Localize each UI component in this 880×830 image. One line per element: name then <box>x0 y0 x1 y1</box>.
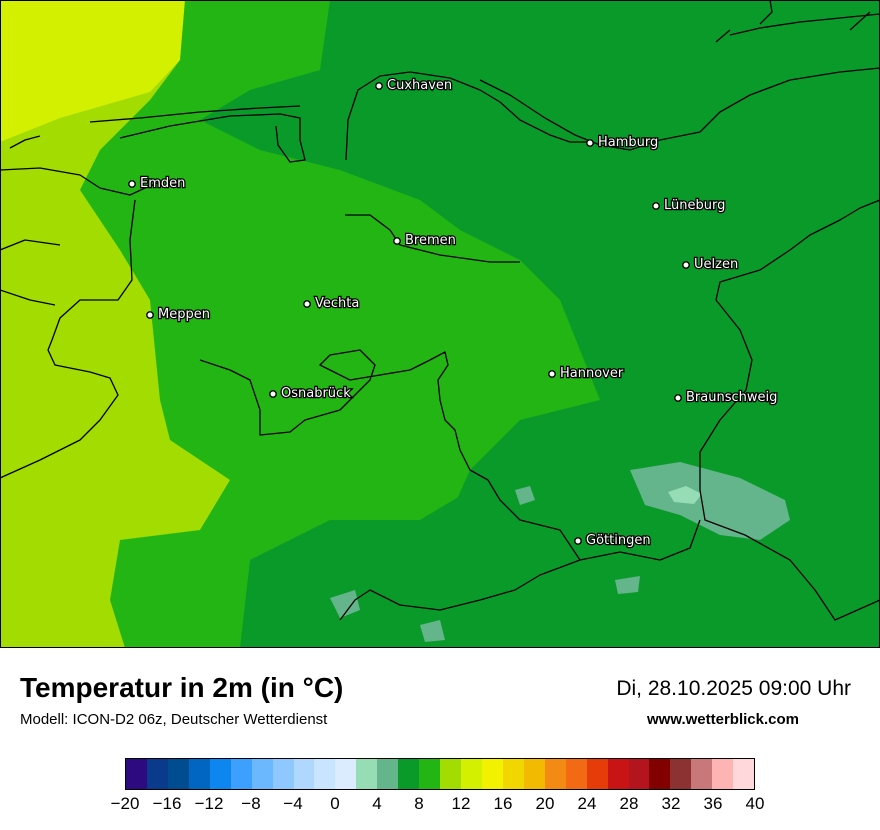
color-scale-tick: 12 <box>451 794 471 813</box>
city-marker-meppen <box>146 311 154 319</box>
color-swatch-2 <box>167 759 189 789</box>
city-label-meppen: Meppen <box>158 307 210 322</box>
city-label-lueneburg: Lüneburg <box>664 198 725 213</box>
color-swatch-26 <box>670 759 692 789</box>
color-swatch-12 <box>377 759 399 789</box>
color-scale-tick: 20 <box>535 794 555 813</box>
city-marker-osnabrueck <box>269 390 277 398</box>
city-label-cuxhaven: Cuxhaven <box>387 78 452 93</box>
color-swatch-16 <box>461 759 482 789</box>
color-scale-tick: −16 <box>152 794 182 813</box>
model-info: Modell: ICON-D2 06z, Deutscher Wetterdie… <box>20 711 328 728</box>
color-scale-tick: −4 <box>283 794 303 813</box>
color-swatch-25 <box>649 759 671 789</box>
color-swatch-10 <box>335 759 357 789</box>
city-markers: Cuxhaven Hamburg Emden Lüneburg Bremen U… <box>128 77 779 549</box>
city-marker-uelzen <box>682 261 690 269</box>
color-swatch-14 <box>419 759 441 789</box>
city-marker-hamburg <box>586 139 594 147</box>
color-scale-tick: 0 <box>330 794 340 813</box>
color-scale-tick: 24 <box>577 794 597 813</box>
color-scale-tick: 36 <box>703 794 723 813</box>
city-vechta[interactable]: Vechta <box>303 295 361 312</box>
color-scale-tick: 28 <box>619 794 639 813</box>
color-swatch-1 <box>146 759 168 789</box>
color-swatch-23 <box>607 759 629 789</box>
color-swatch-27 <box>691 759 713 789</box>
temperature-field-4-brocken <box>668 486 702 504</box>
city-label-hannover: Hannover <box>560 366 624 381</box>
color-swatch-22 <box>586 759 608 789</box>
color-scale-tick: 16 <box>493 794 513 813</box>
city-marker-bremen <box>393 237 401 245</box>
color-swatch-3 <box>188 759 210 789</box>
color-swatch-8 <box>293 759 315 789</box>
city-goettingen[interactable]: Göttingen <box>574 532 652 549</box>
city-label-bremen: Bremen <box>405 233 456 248</box>
city-braunschweig[interactable]: Braunschweig <box>674 389 779 406</box>
color-swatch-0 <box>126 759 147 789</box>
city-meppen[interactable]: Meppen <box>146 306 211 323</box>
city-hamburg[interactable]: Hamburg <box>586 134 660 151</box>
color-swatch-28 <box>712 759 734 789</box>
color-swatch-4 <box>209 759 231 789</box>
color-scale-legend <box>125 758 755 790</box>
city-marker-lueneburg <box>652 202 660 210</box>
temperature-field-14-nw <box>0 0 185 142</box>
color-swatch-15 <box>440 759 461 789</box>
color-scale-tick: −20 <box>110 794 140 813</box>
borders <box>0 0 880 621</box>
city-label-braunschweig: Braunschweig <box>686 390 777 405</box>
color-swatch-21 <box>565 759 587 789</box>
color-swatch-13 <box>398 759 420 789</box>
color-scale-tick: 4 <box>372 794 382 813</box>
color-swatch-29 <box>733 759 755 789</box>
color-scale-tick: 40 <box>745 794 765 813</box>
color-swatch-5 <box>230 759 252 789</box>
temperature-field-8-south <box>240 490 620 648</box>
city-label-osnabrueck: Osnabrück <box>281 386 351 401</box>
city-label-emden: Emden <box>140 176 185 191</box>
temperature-map: Cuxhaven Hamburg Emden Lüneburg Bremen U… <box>0 0 880 648</box>
city-cuxhaven[interactable]: Cuxhaven <box>375 77 453 94</box>
color-scale-tick: 32 <box>661 794 681 813</box>
city-uelzen[interactable]: Uelzen <box>682 256 739 273</box>
color-swatch-19 <box>523 759 545 789</box>
city-label-uelzen: Uelzen <box>694 257 738 272</box>
color-swatch-7 <box>272 759 294 789</box>
city-lueneburg[interactable]: Lüneburg <box>652 197 727 214</box>
city-bremen[interactable]: Bremen <box>393 232 457 249</box>
color-scale-tick-labels: −20 −16 −12 −8 −4 0 4 8 12 16 20 24 28 32 36 40 <box>0 794 880 818</box>
city-label-vechta: Vechta <box>315 296 359 311</box>
color-swatch-20 <box>544 759 566 789</box>
city-hannover[interactable]: Hannover <box>548 365 625 382</box>
city-osnabrueck[interactable]: Osnabrück <box>269 385 352 402</box>
city-marker-vechta <box>303 300 311 308</box>
city-marker-hannover <box>548 370 556 378</box>
color-swatch-9 <box>314 759 336 789</box>
city-label-hamburg: Hamburg <box>598 135 658 150</box>
website-link[interactable]: www.wetterblick.com <box>647 711 799 728</box>
color-swatch-6 <box>251 759 273 789</box>
color-swatch-17 <box>481 759 503 789</box>
city-emden[interactable]: Emden <box>128 175 187 192</box>
map-title: Temperatur in 2m (in °C) <box>20 672 344 703</box>
color-swatch-11 <box>356 759 378 789</box>
color-scale-tick: −12 <box>194 794 224 813</box>
forecast-datetime: Di, 28.10.2025 09:00 Uhr <box>616 677 851 700</box>
city-marker-goettingen <box>574 537 582 545</box>
city-marker-emden <box>128 180 136 188</box>
color-swatch-18 <box>502 759 524 789</box>
color-swatch-24 <box>628 759 650 789</box>
city-marker-cuxhaven <box>375 82 383 90</box>
temperature-field-6-harz <box>630 462 790 540</box>
city-marker-braunschweig <box>674 394 682 402</box>
map-footer: Temperatur in 2m (in °C) Modell: ICON-D2… <box>0 648 880 830</box>
color-scale-tick: 8 <box>414 794 424 813</box>
color-scale-tick: −8 <box>241 794 261 813</box>
city-label-goettingen: Göttingen <box>586 533 651 548</box>
